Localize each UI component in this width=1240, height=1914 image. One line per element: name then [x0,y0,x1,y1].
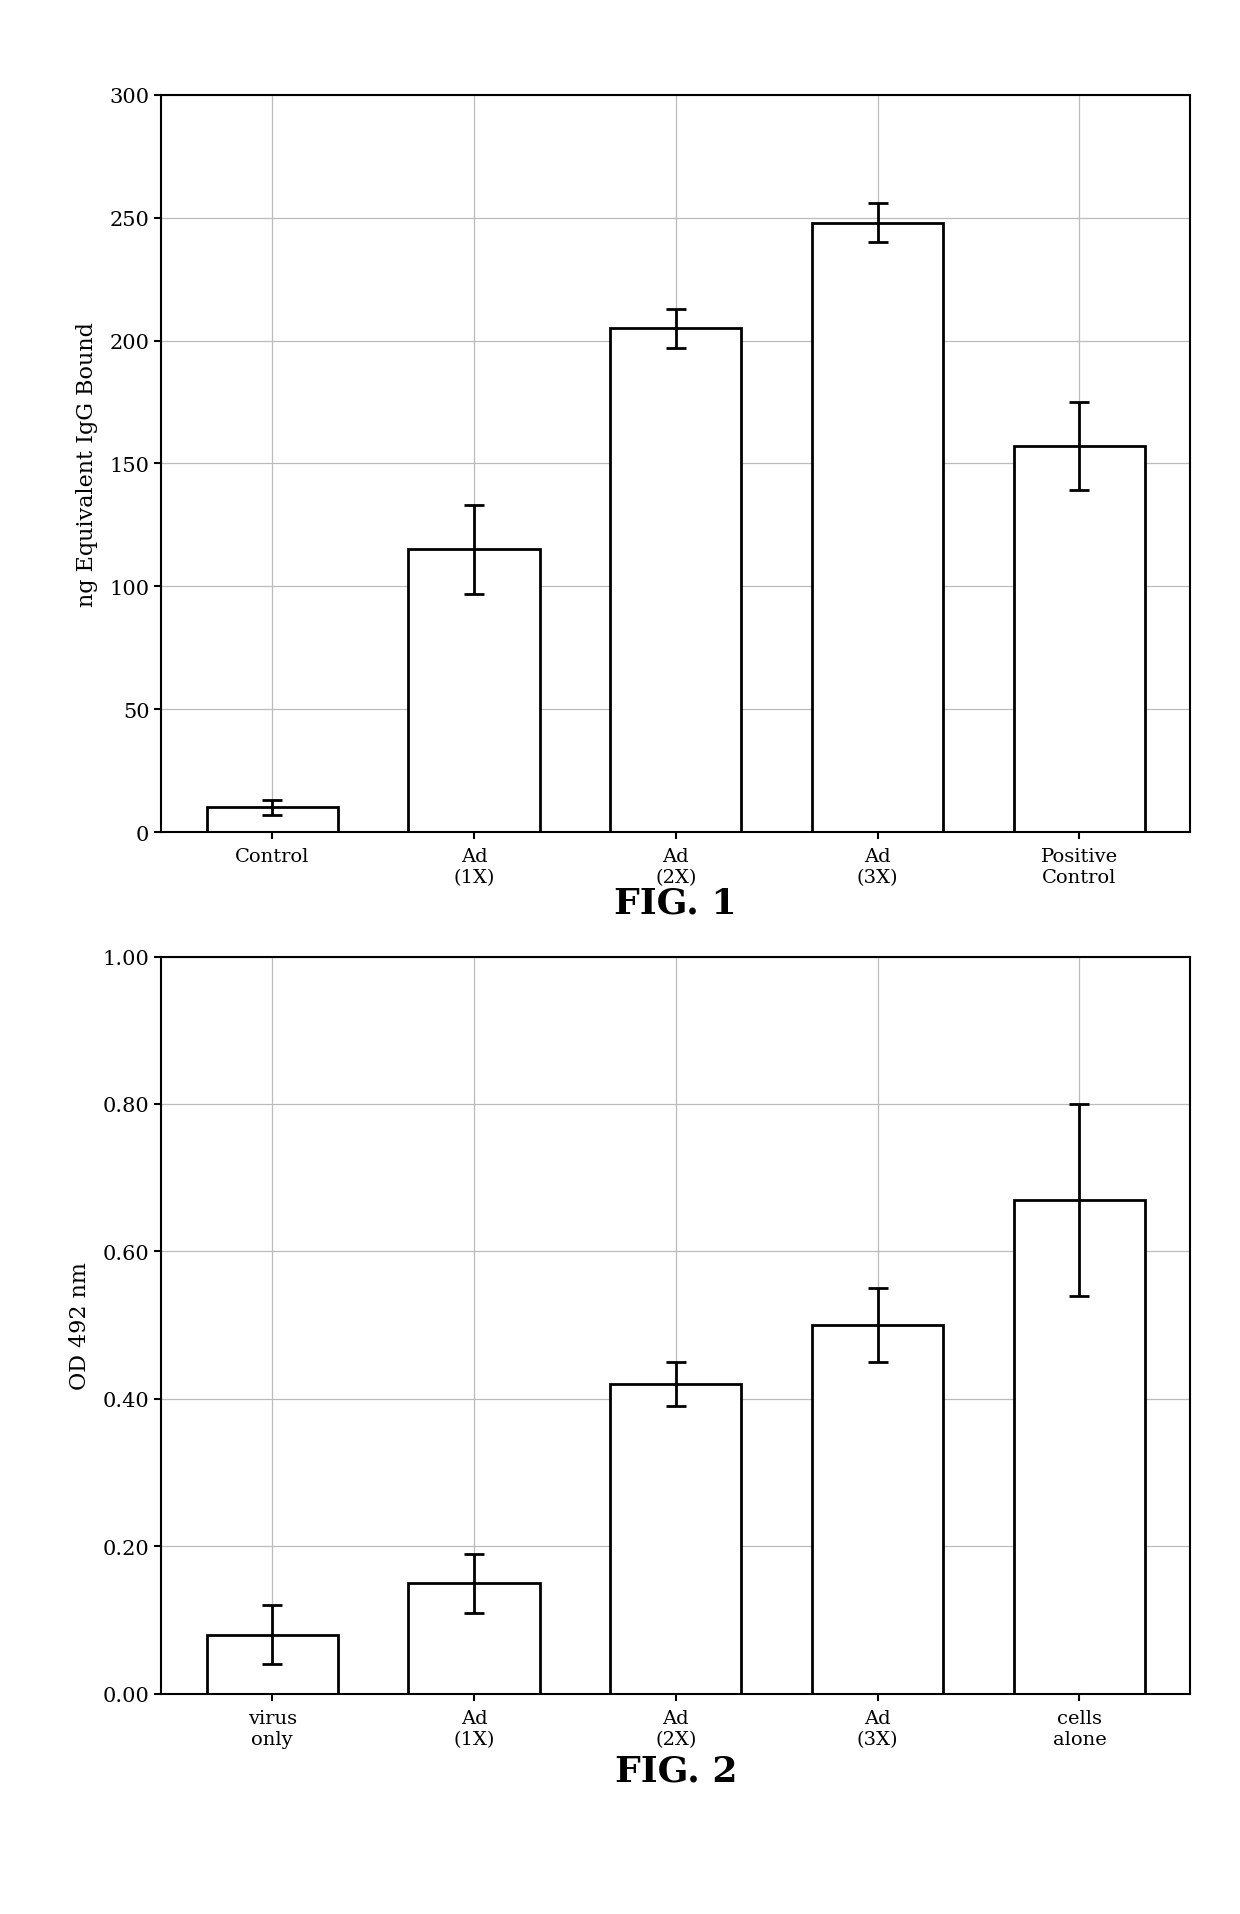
Bar [1014,1200,1145,1694]
Bar [408,549,539,833]
Bar [1014,448,1145,833]
Bar [408,1583,539,1694]
Bar [812,224,944,833]
Bar [812,1324,944,1694]
Bar [610,1384,742,1694]
Text: FIG. 2: FIG. 2 [615,1753,737,1788]
Bar [610,329,742,833]
Bar [207,808,337,833]
Bar [207,1635,337,1694]
Y-axis label: ng Equivalent IgG Bound: ng Equivalent IgG Bound [76,322,98,607]
Text: FIG. 1: FIG. 1 [615,886,737,921]
Y-axis label: OD 492 nm: OD 492 nm [69,1261,92,1390]
